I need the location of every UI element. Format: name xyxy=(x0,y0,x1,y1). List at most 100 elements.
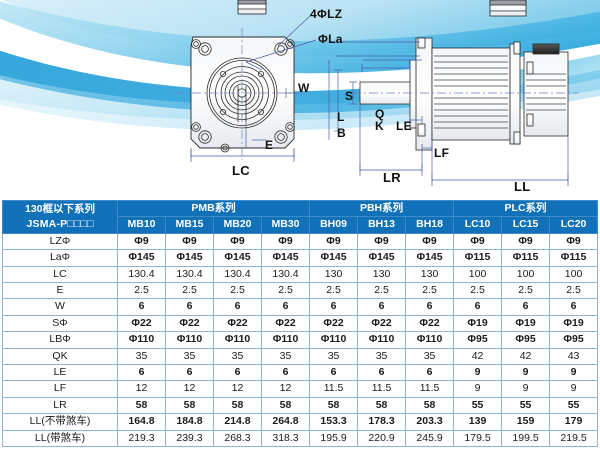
cell-lc20: 43 xyxy=(549,347,599,366)
cell-bh13: 220.9 xyxy=(357,429,407,448)
table-row: LL(不带煞车) 164.8 184.8 214.8 264.8 153.3 178.3 20… xyxy=(2,413,599,431)
cell-lc20: Φ19 xyxy=(549,314,599,333)
cell-bh13: 6 xyxy=(357,298,407,316)
cell-mb10: 35 xyxy=(117,347,166,366)
cell-mb10: 12 xyxy=(117,380,166,398)
cell-lc10: 55 xyxy=(453,396,503,415)
model-header-bh18: BH18 xyxy=(405,216,455,234)
technical-drawing: 4ΦLZ ΦLa W E LC L B S Q K LE LF LR LL xyxy=(0,0,600,198)
cell-mb30: 58 xyxy=(260,396,311,415)
cell-mb15: 58 xyxy=(165,396,214,415)
cell-lc10: 139 xyxy=(453,413,503,431)
cell-bh13: 6 xyxy=(357,364,407,382)
cell-mb10: 164.8 xyxy=(117,413,166,431)
row-label: LR xyxy=(2,396,118,415)
cell-mb10: Φ110 xyxy=(117,331,166,349)
cell-bh09: Φ110 xyxy=(309,331,359,349)
cell-mb10: 2.5 xyxy=(117,282,166,300)
cell-lc10: Φ19 xyxy=(453,314,503,333)
row-label: LL(带煞车) xyxy=(2,429,118,448)
label-lr: LR xyxy=(383,170,401,185)
row-label: LZΦ xyxy=(2,232,118,251)
series-header-plc: PLC系列 xyxy=(453,199,599,218)
cell-bh18: Φ9 xyxy=(405,232,455,251)
cell-bh09: 35 xyxy=(309,347,359,366)
row-label: LE xyxy=(2,364,118,382)
model-header-mb20: MB20 xyxy=(213,216,262,234)
corner-line-1: 130框以下系列 xyxy=(24,202,96,215)
cell-mb15: Φ145 xyxy=(165,249,214,267)
label-le: LE xyxy=(396,119,412,133)
row-label: LL(不带煞车) xyxy=(2,413,118,431)
specification-table: 130框以下系列 JSMA-P□□□□ PMB系列 PBH系列 PLC系列 MB… xyxy=(2,199,599,448)
cell-bh18: 6 xyxy=(405,298,455,316)
cell-mb30: Φ22 xyxy=(260,314,311,333)
model-header-mb15: MB15 xyxy=(165,216,214,234)
label-q: Q xyxy=(375,107,385,121)
row-label: LC xyxy=(2,265,118,284)
cell-lc15: 100 xyxy=(501,265,551,284)
cell-bh18: 130 xyxy=(405,265,455,284)
cell-mb30: 6 xyxy=(260,364,311,382)
cell-lc15: Φ19 xyxy=(501,314,551,333)
cell-lc15: 6 xyxy=(501,298,551,316)
cell-mb30: Φ110 xyxy=(260,331,311,349)
cell-bh18: 35 xyxy=(405,347,455,366)
cell-bh18: Φ145 xyxy=(405,249,455,267)
cell-lc20: 9 xyxy=(549,364,599,382)
cell-mb20: Φ145 xyxy=(213,249,262,267)
cell-bh09: Φ145 xyxy=(309,249,359,267)
cell-mb10: 6 xyxy=(117,298,166,316)
cell-mb15: 12 xyxy=(165,380,214,398)
cell-mb15: 184.8 xyxy=(165,413,214,431)
cell-lc15: 159 xyxy=(501,413,551,431)
front-view-dimensions xyxy=(190,13,317,162)
label-b: B xyxy=(337,126,346,140)
cell-lc15: 9 xyxy=(501,364,551,382)
cell-lc10: 2.5 xyxy=(453,282,503,300)
cell-lc20: Φ95 xyxy=(549,331,599,349)
cell-lc15: Φ9 xyxy=(501,232,551,251)
cell-mb10: 6 xyxy=(117,364,166,382)
cell-bh09: 11.5 xyxy=(309,380,359,398)
cell-mb10: Φ9 xyxy=(117,232,166,251)
cell-mb15: 130.4 xyxy=(165,265,214,284)
cell-bh13: 35 xyxy=(357,347,407,366)
cell-bh18: 11.5 xyxy=(405,380,455,398)
cell-mb20: 268.3 xyxy=(213,429,262,448)
model-header-bh13: BH13 xyxy=(357,216,407,234)
cell-bh18: Φ22 xyxy=(405,314,455,333)
table-body: LZΦ Φ9 Φ9 Φ9 Φ9 Φ9 Φ9 Φ9 Φ9 Φ9 Φ9 LaΦ Φ145 Φ145 Φ145 Φ1… xyxy=(2,232,599,448)
row-label: LaΦ xyxy=(2,249,118,267)
label-l: L xyxy=(337,110,345,124)
label-phi-la: ΦLa xyxy=(318,32,343,46)
side-view-dimensions xyxy=(328,41,569,186)
table-row: LE 6 6 6 6 6 6 6 9 9 9 xyxy=(2,364,599,382)
label-lc: LC xyxy=(232,163,250,178)
cell-bh09: Φ22 xyxy=(309,314,359,333)
cell-bh09: 2.5 xyxy=(309,282,359,300)
cell-lc10: Φ9 xyxy=(453,232,503,251)
cell-bh09: 58 xyxy=(309,396,359,415)
label-s: S xyxy=(345,89,354,103)
series-header-pmb: PMB系列 xyxy=(116,199,311,218)
table-header: 130框以下系列 JSMA-P□□□□ PMB系列 PBH系列 PLC系列 MB… xyxy=(2,199,599,234)
row-label: LF xyxy=(2,380,118,398)
table-row: LaΦ Φ145 Φ145 Φ145 Φ145 Φ145 Φ145 Φ145 Φ115 Φ115 Φ… xyxy=(2,249,599,267)
cell-lc20: Φ9 xyxy=(549,232,599,251)
label-4-phi-lz: 4ΦLZ xyxy=(310,7,343,21)
cell-lc10: 179.5 xyxy=(453,429,503,448)
cell-lc20: 2.5 xyxy=(549,282,599,300)
cell-bh13: Φ22 xyxy=(357,314,407,333)
cell-mb30: 12 xyxy=(260,380,311,398)
cell-lc20: 55 xyxy=(549,396,599,415)
cell-lc10: Φ115 xyxy=(453,249,503,267)
cell-lc20: 100 xyxy=(549,265,599,284)
row-label: SΦ xyxy=(2,314,118,333)
cell-lc10: 9 xyxy=(453,380,503,398)
cell-lc20: 9 xyxy=(549,380,599,398)
cell-mb20: 58 xyxy=(213,396,262,415)
model-header-lc20: LC20 xyxy=(549,216,599,234)
cell-bh13: Φ9 xyxy=(357,232,407,251)
